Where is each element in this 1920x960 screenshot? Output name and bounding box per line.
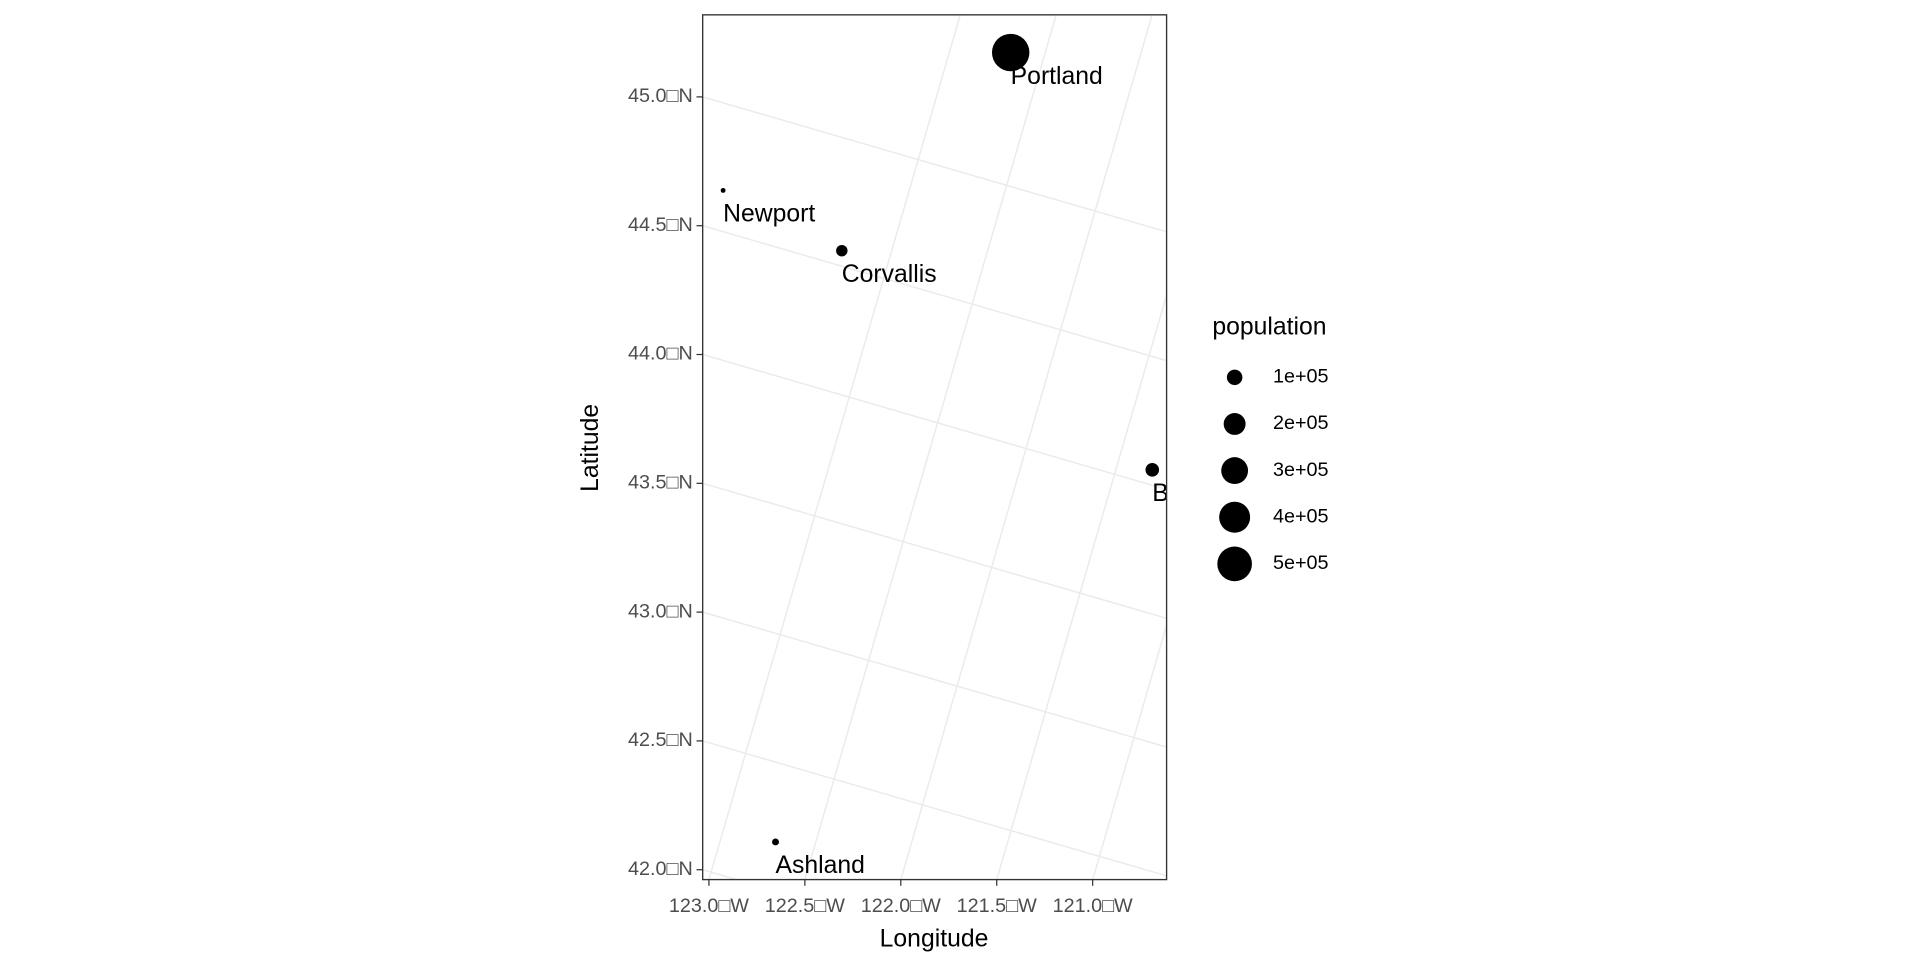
legend-label: 1e+05 bbox=[1273, 366, 1329, 388]
x-axis-title: Longitude bbox=[880, 926, 989, 953]
y-tick-label: 42.0□N bbox=[628, 858, 693, 880]
legend-label: 5e+05 bbox=[1273, 552, 1329, 574]
legend-key bbox=[1223, 413, 1246, 435]
city-point bbox=[720, 187, 726, 193]
grid-line bbox=[900, 14, 1153, 880]
x-tick-label: 123.0□W bbox=[669, 895, 749, 917]
points bbox=[720, 33, 1160, 846]
y-tick-label: 45.0□N bbox=[628, 85, 693, 107]
city-point bbox=[772, 838, 779, 846]
grid-line bbox=[995, 292, 1167, 880]
city-label: B bbox=[1152, 480, 1169, 507]
y-tick-label: 43.0□N bbox=[628, 600, 693, 622]
city-point bbox=[1145, 463, 1160, 477]
city-label: Ashland bbox=[776, 852, 865, 879]
legend-label: 4e+05 bbox=[1273, 505, 1329, 527]
legend-key bbox=[1221, 457, 1249, 485]
y-tick-label: 44.0□N bbox=[628, 343, 693, 365]
legend-key bbox=[1217, 546, 1252, 582]
grid bbox=[702, 14, 1167, 880]
legend-label: 3e+05 bbox=[1273, 459, 1329, 481]
legend-key bbox=[1226, 369, 1243, 386]
city-point bbox=[991, 33, 1030, 72]
y-axis-title: Latitude bbox=[577, 404, 604, 492]
y-tick-label: 42.5□N bbox=[628, 729, 693, 751]
city-label: Corvallis bbox=[842, 261, 937, 288]
city-label: Newport bbox=[723, 201, 815, 228]
panel-border bbox=[702, 14, 1168, 881]
x-tick-label: 121.0□W bbox=[1053, 895, 1133, 917]
city-point bbox=[836, 245, 848, 257]
legend-label: 2e+05 bbox=[1273, 412, 1329, 434]
panel-background bbox=[702, 14, 1167, 880]
legend-key bbox=[1219, 501, 1251, 533]
legend-title: population bbox=[1212, 313, 1326, 340]
y-tick-label: 43.5□N bbox=[628, 472, 693, 494]
grid-line bbox=[804, 14, 1057, 880]
x-tick-label: 122.0□W bbox=[861, 895, 941, 917]
grid-line bbox=[708, 14, 962, 880]
y-tick-label: 44.5□N bbox=[628, 214, 693, 236]
x-tick-label: 121.5□W bbox=[957, 895, 1037, 917]
x-tick-label: 122.5□W bbox=[765, 895, 845, 917]
city-labels: Portland Newport Corvallis B Ashland bbox=[723, 63, 1169, 879]
city-label: Portland bbox=[1011, 63, 1103, 90]
